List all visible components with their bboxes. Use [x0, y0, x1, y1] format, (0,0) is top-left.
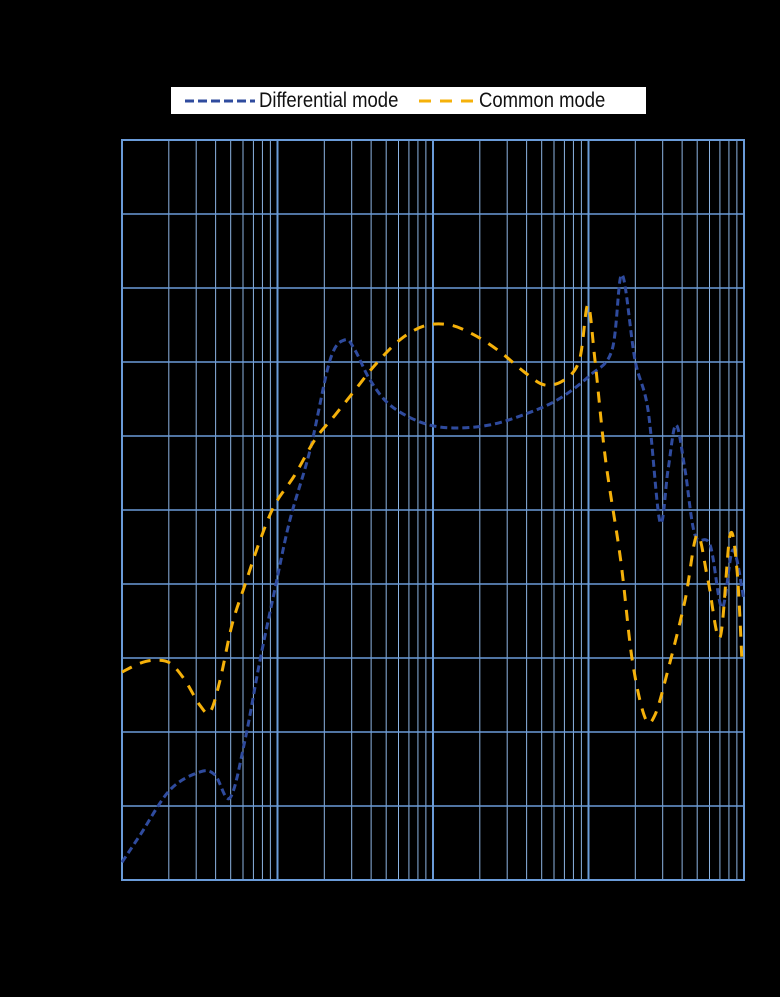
legend-label-differential: Differential mode — [259, 88, 399, 112]
legend-item-common: Common mode — [419, 89, 623, 113]
legend-item-differential: Differential mode — [185, 89, 417, 113]
legend-swatch-differential — [185, 99, 255, 102]
series-lines — [120, 273, 746, 864]
legend-swatch-common — [419, 99, 476, 102]
grid — [121, 139, 745, 881]
legend-label-common: Common mode — [479, 88, 606, 112]
plot-border — [121, 139, 745, 881]
series-line-common — [121, 303, 744, 725]
legend: Differential mode Common mode — [171, 87, 646, 114]
series-line-differential — [120, 273, 746, 864]
